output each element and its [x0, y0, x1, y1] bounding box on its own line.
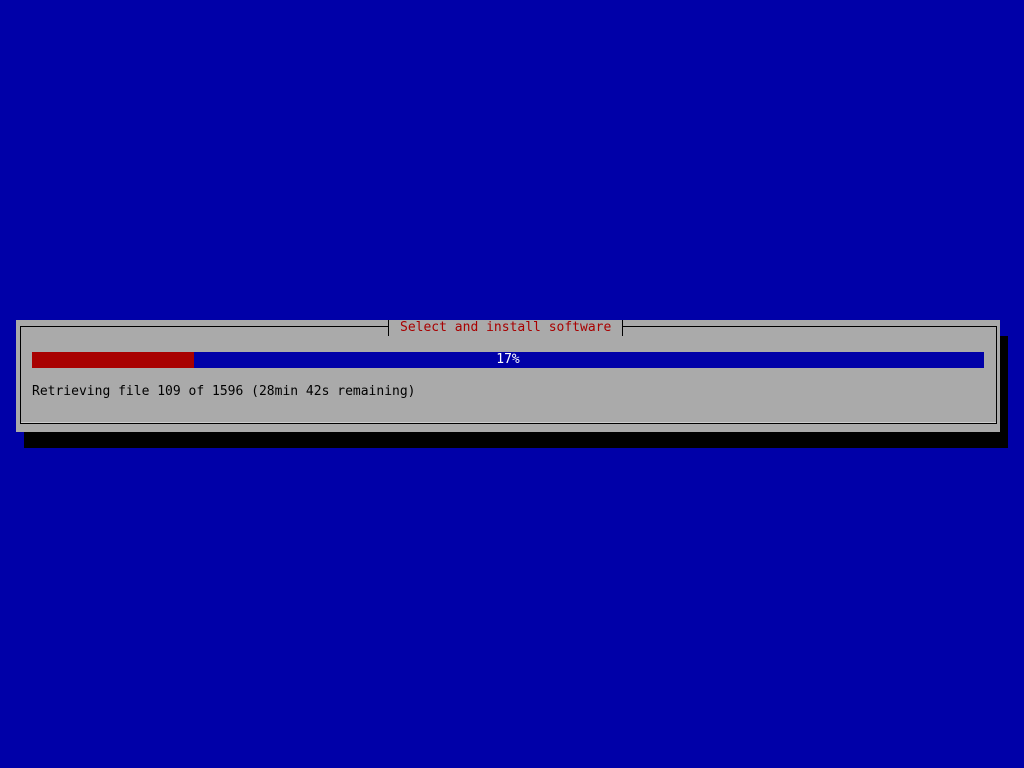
progress-percent-label: 17% [496, 352, 520, 367]
progress-bar: 17% [32, 352, 984, 368]
dialog-title: Select and install software [388, 320, 624, 336]
status-text: Retrieving file 109 of 1596 (28min 42s r… [32, 384, 416, 399]
dialog-frame [20, 326, 997, 424]
progress-dialog: Select and install software 17% Retrievi… [16, 320, 1000, 432]
progress-bar-fill [32, 352, 194, 368]
